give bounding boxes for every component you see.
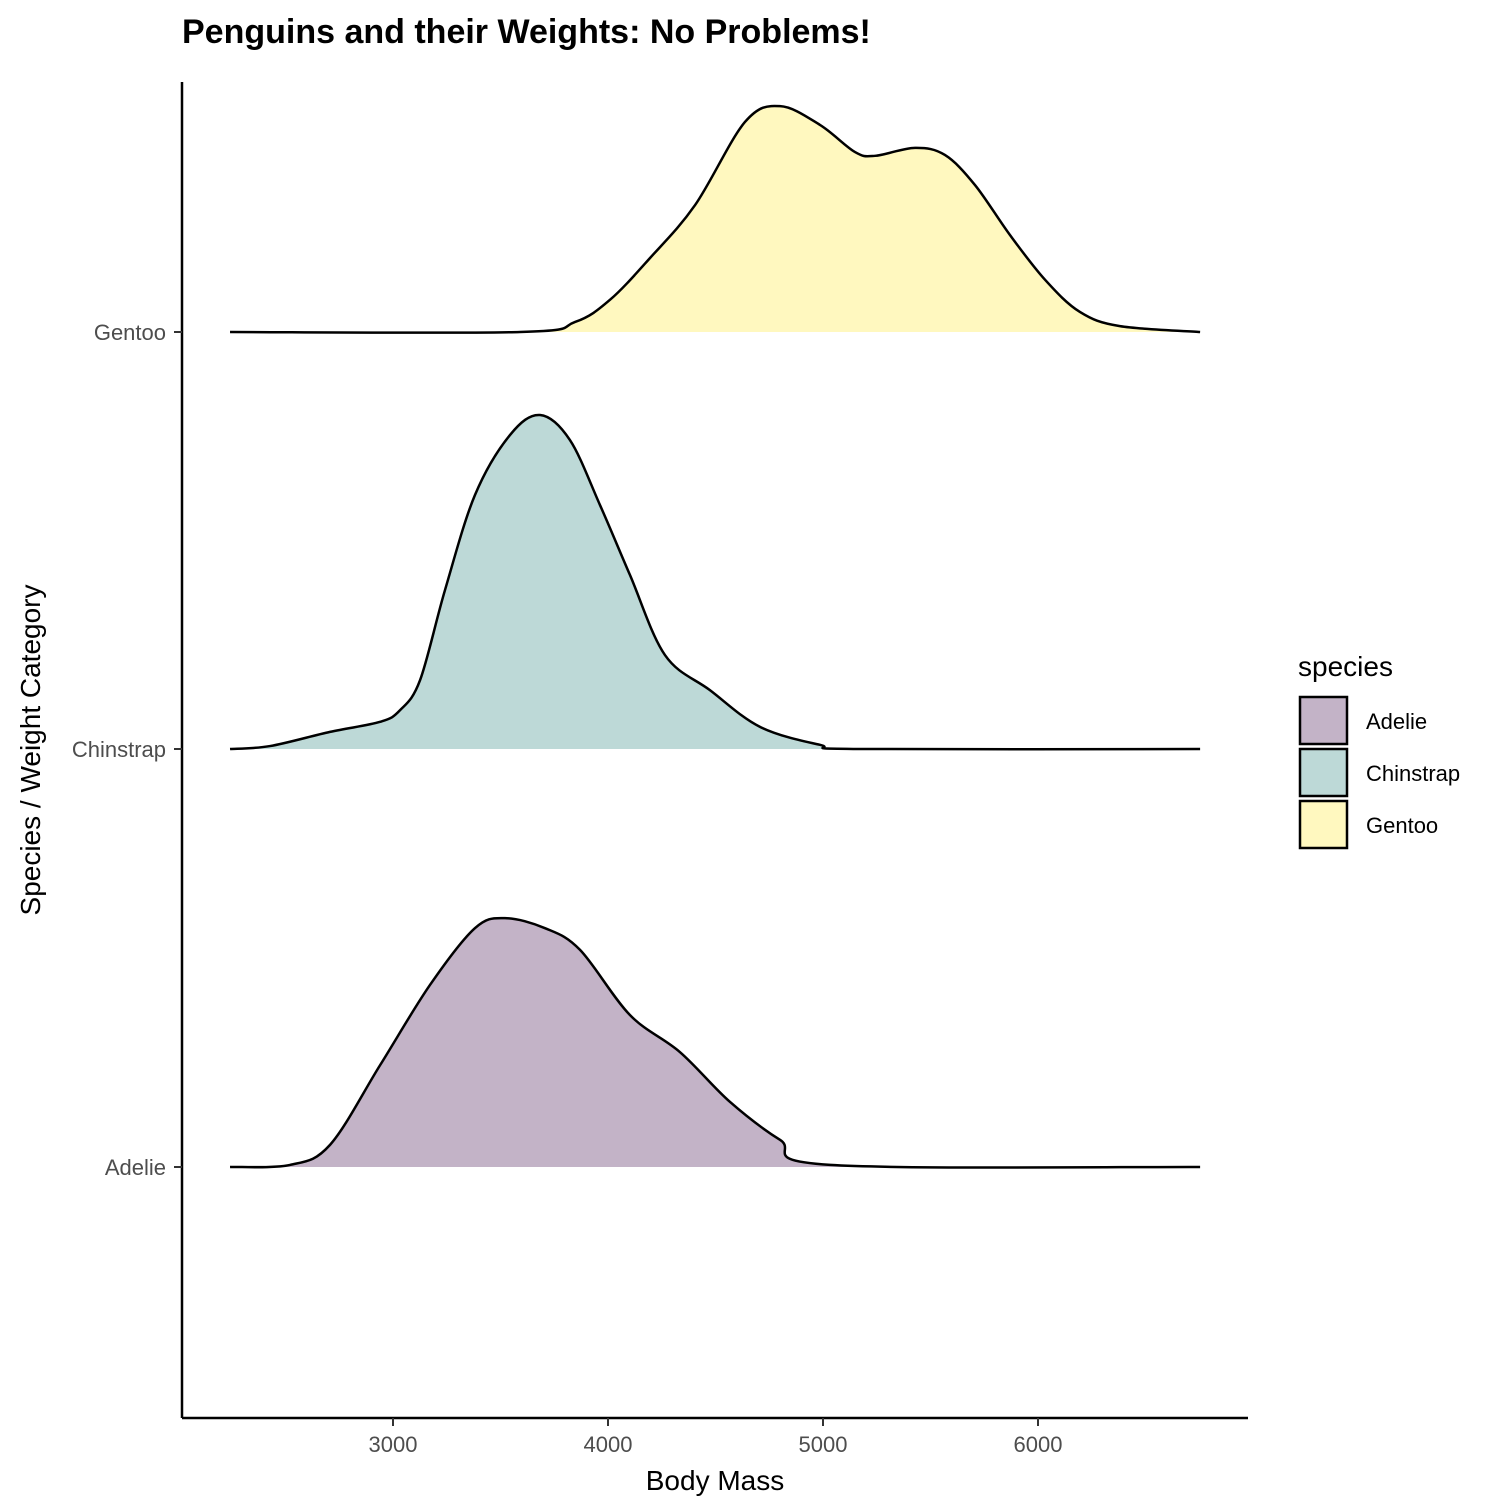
ridges [229,104,1201,1169]
ridge-line-gentoo [230,104,1201,334]
x-tick-label: 6000 [1014,1432,1063,1457]
y-tick-label: Gentoo [94,320,166,345]
legend-label: Adelie [1366,709,1427,734]
y-tick-label: Adelie [105,1155,166,1180]
x-tick-label: 3000 [369,1432,418,1457]
y-tick-label: Chinstrap [72,737,166,762]
x-tick-label: 5000 [799,1432,848,1457]
x-axis-title: Body Mass [646,1465,785,1496]
ridge-fill-adelie [230,918,1201,1168]
ridge-line-adelie [229,916,1201,1169]
y-axis-title: Species / Weight Category [15,585,46,916]
x-ticks: 3000 4000 5000 6000 [369,1418,1063,1457]
ridge-fill-gentoo [230,105,1201,333]
legend: Adelie Chinstrap Gentoo [1298,695,1460,850]
legend-key-chinstrap [1298,747,1349,798]
chart-title: Penguins and their Weights: No Problems! [182,13,871,51]
legend-title: species [1298,651,1393,682]
x-tick-label: 4000 [584,1432,633,1457]
ridge-fill-chinstrap [230,414,1201,750]
ridge-line-chinstrap [229,413,1201,751]
legend-key-adelie [1298,695,1349,746]
legend-label: Chinstrap [1366,761,1460,786]
legend-key-gentoo [1298,799,1349,850]
y-ticks: Adelie Chinstrap Gentoo [72,320,182,1180]
legend-label: Gentoo [1366,813,1438,838]
